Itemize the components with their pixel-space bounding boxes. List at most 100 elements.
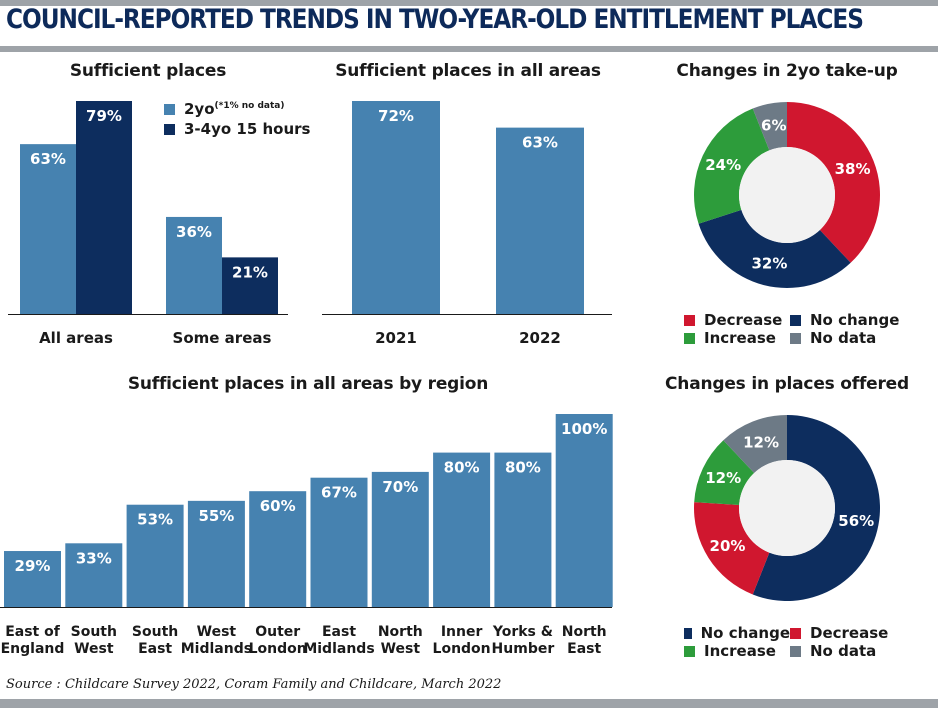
panel-title-region: Sufficient places in all areas by region [127,374,489,394]
bar [20,144,76,314]
category-label: England [1,641,65,657]
category-label: All areas [39,329,113,347]
bar [222,257,278,314]
data-label: 55% [198,507,234,525]
slice-label: 6% [761,117,786,135]
category-label: South [132,624,178,640]
bar [555,414,613,607]
legend-label: No change [810,311,900,329]
category-label: London [433,641,491,657]
data-label: 21% [232,263,268,281]
category-label: Midlands [303,641,374,657]
legend-label: Decrease [810,624,889,642]
category-label: North [562,624,607,640]
legend-label-2yo: 2yo [184,100,215,118]
category-label: Some areas [173,329,272,347]
legend-label: Increase [704,329,776,347]
legend-swatch [684,332,695,344]
donut-hole [739,147,835,243]
donut-slice [752,415,880,601]
main-title: COUNCIL-REPORTED TRENDS IN TWO-YEAR-OLD … [6,4,864,35]
category-label: Inner [441,624,483,640]
legend-takeup: Decrease No change Increase No data [684,311,899,347]
data-label: 80% [444,459,480,477]
panel-title-takeup: Changes in 2yo take-up [676,61,898,81]
slice-label: 56% [838,512,874,530]
category-label: West [381,641,421,657]
slice-label: 32% [752,254,788,272]
data-label: 33% [76,549,112,567]
slice-label: 12% [743,433,779,451]
category-label: West [74,641,114,657]
donut-slice [694,440,755,505]
data-label: 70% [382,478,418,496]
donut-slice [698,209,851,288]
panel-title-sufficient: Sufficient places [69,61,227,81]
bar [187,500,245,607]
data-label: 36% [176,223,212,241]
donut-hole [739,460,835,556]
legend-swatch [684,627,692,639]
donut-slice [787,102,880,263]
slice-label: 12% [705,469,741,487]
bar [249,491,307,607]
data-label: 67% [321,484,357,502]
data-label: 63% [522,134,558,152]
panel-title-all-areas: Sufficient places in all areas [335,61,601,81]
panel-title-places: Changes in places offered [665,374,909,394]
category-label: Humber [492,641,555,657]
donut-slice [723,415,787,474]
legend-label: No data [810,642,877,660]
category-label: South [71,624,117,640]
data-label: 100% [561,420,607,438]
data-label: 72% [378,107,414,125]
slice-label: 24% [705,156,741,174]
category-label: Yorks & [492,624,553,640]
legend-swatch [790,645,801,657]
legend-swatch [790,314,801,326]
category-label: London [249,641,307,657]
legend-swatch [164,123,175,135]
donut-slice [694,502,770,595]
legend-swatch [164,103,175,115]
bar [433,452,491,607]
legend-swatch [684,645,695,657]
bar [371,471,429,607]
bar [4,551,61,607]
title-rule [0,46,938,52]
category-label: East of [5,624,61,640]
donut-slice [694,108,770,224]
top-rule [0,0,938,6]
category-label: East [322,624,356,640]
bar [126,504,184,607]
slice-label: 20% [710,537,746,555]
legend-swatch [790,627,801,639]
legend-item-2yo: 2yo (*1% no data) [164,100,311,118]
data-label: 53% [137,511,173,529]
category-label: East [567,641,601,657]
bar [166,216,222,314]
data-label: 29% [15,557,51,575]
legend-item-3-4yo: 3-4yo 15 hours [164,120,311,138]
data-label: 60% [260,497,296,515]
category-label: Outer [255,624,300,640]
legend-swatch [790,332,801,344]
bottom-rule [0,699,938,708]
category-label: East [138,641,172,657]
legend-label: Decrease [704,311,783,329]
data-label: 79% [86,107,122,125]
bar [310,477,368,607]
data-label: 63% [30,150,66,168]
category-label: Midlands [181,641,252,657]
legend-note: (*1% no data) [214,101,285,111]
data-label: 80% [505,459,541,477]
category-label: West [197,624,237,640]
source-note: Source : Childcare Survey 2022, Coram Fa… [6,677,502,692]
donut-slice [752,102,787,151]
category-label: North [378,624,423,640]
bar [352,101,440,314]
legend-label: No change [700,624,790,642]
legend-label-3-4yo: 3-4yo 15 hours [184,120,311,138]
legend-swatch [684,314,695,326]
